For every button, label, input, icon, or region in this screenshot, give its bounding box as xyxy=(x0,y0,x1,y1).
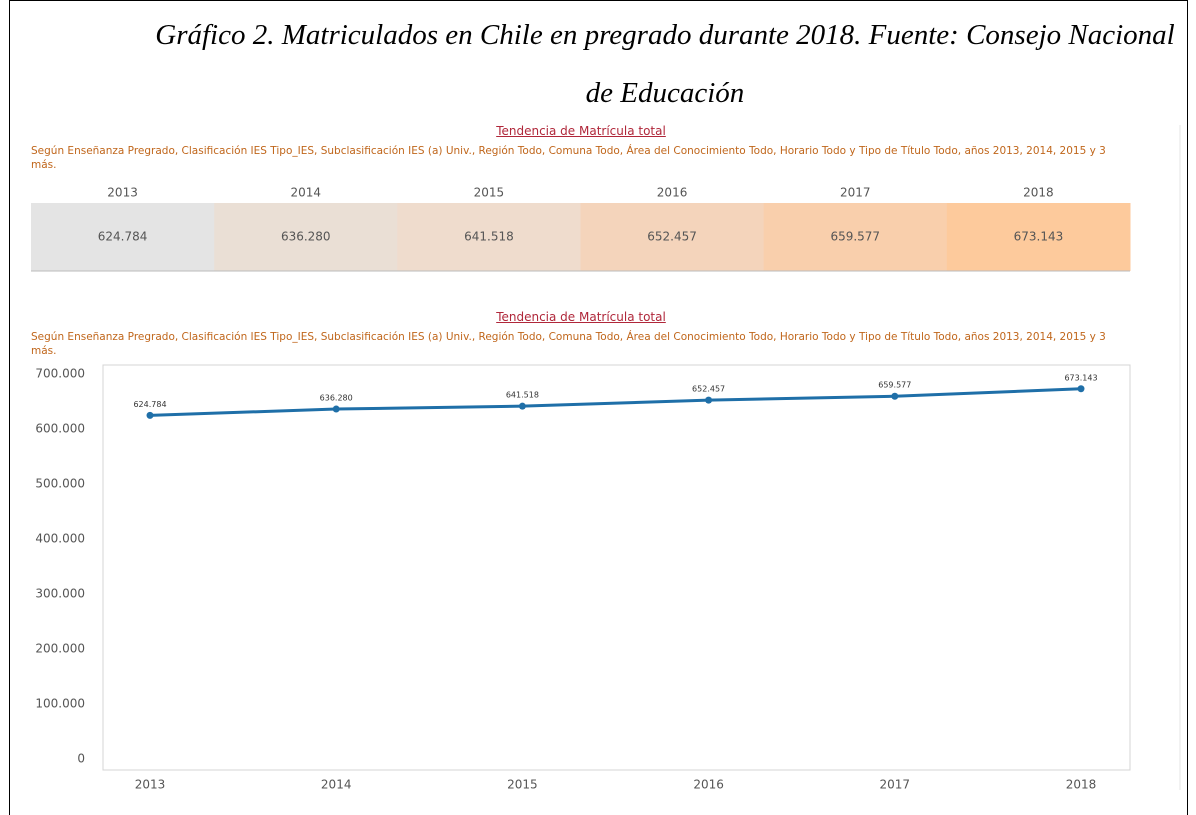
data-label: 652.457 xyxy=(692,385,725,394)
point xyxy=(518,402,526,410)
x-tick-label: 2015 xyxy=(507,778,538,792)
x-tick-label: 2016 xyxy=(693,778,724,792)
chart-subtitle: Según Enseñanza Pregrado, Clasificación … xyxy=(31,331,1106,357)
cell-label: 659.577 xyxy=(830,230,880,244)
point xyxy=(146,411,154,419)
x-tick-label: 2014 xyxy=(321,778,352,792)
cell-label: 673.143 xyxy=(1014,230,1064,244)
caption: Gráfico 2. Matriculados en Chile en preg… xyxy=(155,19,1175,109)
point xyxy=(891,392,899,400)
table-subtitle: Según Enseñanza Pregrado, Clasificación … xyxy=(31,145,1106,171)
x-tick-label: 2018 xyxy=(1066,778,1097,792)
cell xyxy=(214,203,398,271)
plot-frame xyxy=(102,364,1131,771)
column-header: 2014 xyxy=(290,186,321,200)
x-tick-label: 2017 xyxy=(880,778,911,792)
cell xyxy=(580,203,765,271)
data-label: 673.143 xyxy=(1064,373,1097,382)
y-tick-label: 600.000 xyxy=(35,422,85,436)
data-label: 624.784 xyxy=(133,400,166,409)
data-label: 641.518 xyxy=(506,391,539,400)
column-header: 2017 xyxy=(840,186,871,200)
line xyxy=(149,387,1082,417)
y-tick-label: 700.000 xyxy=(35,367,85,381)
y-tick-label: 500.000 xyxy=(35,477,85,491)
y-tick-label: 200.000 xyxy=(35,642,85,656)
y-tick-label: 0 xyxy=(77,752,85,766)
x-tick-label: 2013 xyxy=(135,778,166,792)
point xyxy=(332,405,340,413)
cell-label: 641.518 xyxy=(464,230,514,244)
chart-title: Tendencia de Matrícula total xyxy=(496,310,666,324)
column-header: 2016 xyxy=(657,186,688,200)
page-frame xyxy=(9,0,1188,815)
table-title: Tendencia de Matrícula total xyxy=(496,124,666,138)
data-label: 659.577 xyxy=(878,381,911,390)
data-label: 636.280 xyxy=(320,394,353,403)
y-tick-label: 300.000 xyxy=(35,587,85,601)
point xyxy=(705,396,713,404)
cell xyxy=(397,203,581,271)
column-header: 2018 xyxy=(1023,186,1054,200)
cell-label: 652.457 xyxy=(647,230,697,244)
y-tick-label: 400.000 xyxy=(35,532,85,546)
y-tick-label: 100.000 xyxy=(35,697,85,711)
cell-label: 636.280 xyxy=(281,230,331,244)
cell xyxy=(31,203,215,271)
column-header: 2015 xyxy=(474,186,505,200)
cell xyxy=(763,203,948,271)
cell-label: 624.784 xyxy=(98,230,148,244)
point xyxy=(1077,385,1085,393)
column-header: 2013 xyxy=(107,186,138,200)
cell xyxy=(946,203,1131,271)
